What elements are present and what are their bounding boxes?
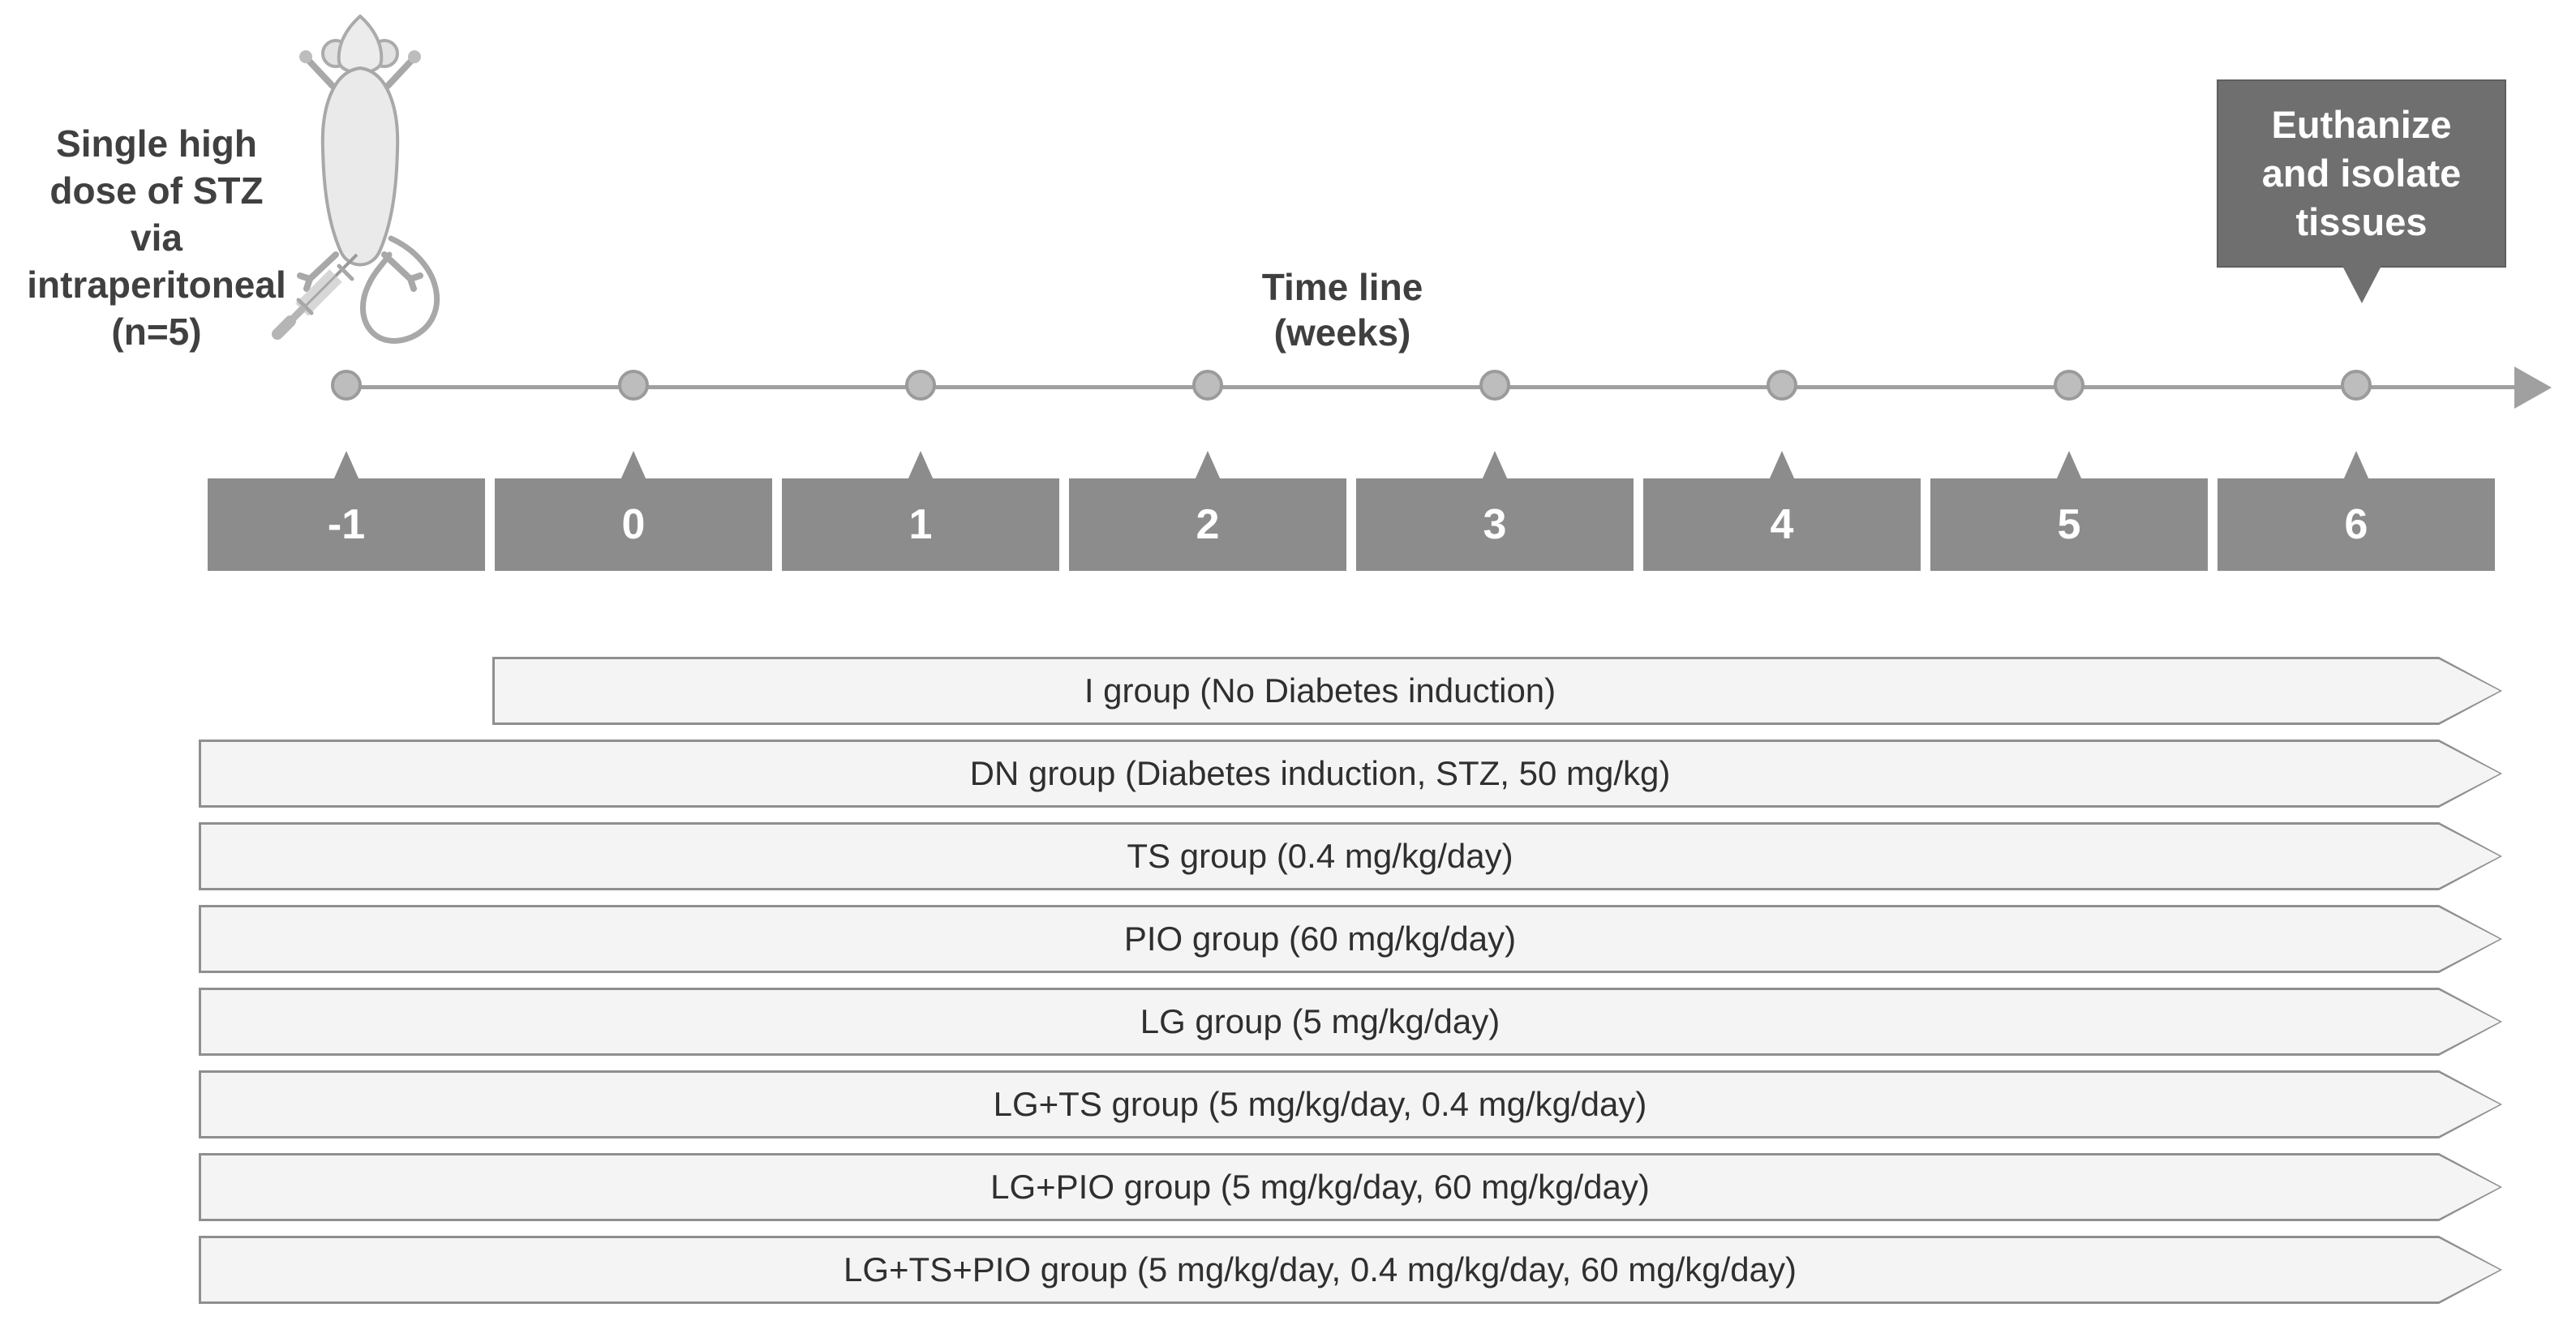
- callout-line: Euthanize: [2271, 103, 2452, 146]
- week-pointer-icon: [620, 451, 646, 480]
- group-arrow-lg-pio: LG+PIO group (5 mg/kg/day, 60 mg/kg/day): [199, 1153, 2502, 1221]
- week-segment: 4: [1643, 451, 1921, 571]
- arrow-shape: [199, 905, 2502, 973]
- note-line: (n=5): [111, 311, 202, 353]
- timeline-title: Time line (weeks): [1140, 264, 1545, 355]
- week-pointer-icon: [1195, 451, 1221, 480]
- rat-body: [320, 66, 400, 267]
- callout-tail-icon: [2342, 266, 2381, 303]
- timeline-dot: [1767, 370, 1797, 401]
- arrow-shape: [199, 1070, 2502, 1138]
- week-segment: 0: [495, 451, 772, 571]
- timeline-arrowhead-icon: [2514, 367, 2552, 409]
- group-label: LG group (5 mg/kg/day): [1140, 1002, 1501, 1040]
- group-arrow-lg: LG group (5 mg/kg/day): [199, 988, 2502, 1056]
- week-label: 3: [1483, 501, 1507, 548]
- arrow-shape: [199, 1236, 2502, 1304]
- syringe-icon: [272, 253, 358, 340]
- group-label: DN group (Diabetes induction, STZ, 50 mg…: [969, 754, 1671, 792]
- group-label: PIO group (60 mg/kg/day): [1123, 920, 1517, 958]
- arrow-shape: [199, 822, 2502, 890]
- group-label: LG+TS+PIO group (5 mg/kg/day, 0.4 mg/kg/…: [843, 1250, 1797, 1288]
- week-label: -1: [327, 501, 366, 548]
- note-line: Single high: [56, 122, 257, 165]
- week-pointer-icon: [2343, 451, 2369, 480]
- week-segment: 3: [1356, 451, 1634, 571]
- timeline-dot: [1192, 370, 1223, 401]
- group-label: I group (No Diabetes induction): [1084, 671, 1556, 710]
- week-label: 5: [2057, 501, 2081, 548]
- week-segment: 5: [1930, 451, 2208, 571]
- group-arrow-pio: PIO group (60 mg/kg/day): [199, 905, 2502, 973]
- rat-head: [337, 14, 384, 75]
- callout-line: and isolate: [2261, 152, 2462, 195]
- week-pointer-icon: [333, 451, 359, 480]
- rat-tail: [360, 235, 440, 344]
- timeline-title-line: (weeks): [1273, 311, 1411, 354]
- timeline-dot: [1479, 370, 1510, 401]
- group-label: LG+PIO group (5 mg/kg/day, 60 mg/kg/day): [990, 1168, 1650, 1206]
- group-arrow-lg-ts: LG+TS group (5 mg/kg/day, 0.4 mg/kg/day): [199, 1070, 2502, 1138]
- week-pointer-icon: [1769, 451, 1795, 480]
- week-label: 0: [621, 501, 646, 548]
- arrow-shape: [199, 740, 2502, 808]
- timeline-axis: [346, 385, 2522, 389]
- week-pointer-icon: [1482, 451, 1508, 480]
- arrow-shape: [199, 988, 2502, 1056]
- timeline-dot: [2054, 370, 2084, 401]
- timeline-dot: [905, 370, 936, 401]
- week-pointer-icon: [2056, 451, 2082, 480]
- timeline-dot: [331, 370, 362, 401]
- group-label: TS group (0.4 mg/kg/day): [1127, 837, 1513, 875]
- week-segment: -1: [208, 451, 485, 571]
- stz-injection-note: Single high dose of STZ via intraperiton…: [23, 120, 290, 355]
- group-label: LG+TS group (5 mg/kg/day, 0.4 mg/kg/day): [993, 1085, 1647, 1123]
- timeline-title-line: Time line: [1261, 266, 1423, 308]
- week-segment: 2: [1069, 451, 1346, 571]
- timeline-dot: [2341, 370, 2372, 401]
- callout-line: tissues: [2295, 200, 2428, 243]
- arrow-shape: [199, 1153, 2502, 1221]
- arrow-shape: [492, 657, 2502, 725]
- timeline-dot: [618, 370, 649, 401]
- week-segment: 6: [2218, 451, 2495, 571]
- group-arrow-i: I group (No Diabetes induction): [199, 657, 2502, 725]
- group-arrow-lg-ts-pio: LG+TS+PIO group (5 mg/kg/day, 0.4 mg/kg/…: [199, 1236, 2502, 1304]
- note-line: intraperitoneal: [27, 264, 286, 306]
- week-label: 6: [2344, 501, 2368, 548]
- week-label: 4: [1770, 501, 1794, 548]
- note-line: via: [131, 217, 182, 259]
- week-label: 1: [908, 501, 933, 548]
- week-label: 2: [1196, 501, 1220, 548]
- week-pointer-icon: [908, 451, 934, 480]
- week-segment: 1: [782, 451, 1059, 571]
- group-arrow-dn: DN group (Diabetes induction, STZ, 50 mg…: [199, 740, 2502, 808]
- rat-icon: [272, 14, 440, 344]
- note-line: dose of STZ: [49, 169, 264, 212]
- euthanize-callout: Euthanize and isolate tissues: [2217, 79, 2506, 268]
- group-arrow-ts: TS group (0.4 mg/kg/day): [199, 822, 2502, 890]
